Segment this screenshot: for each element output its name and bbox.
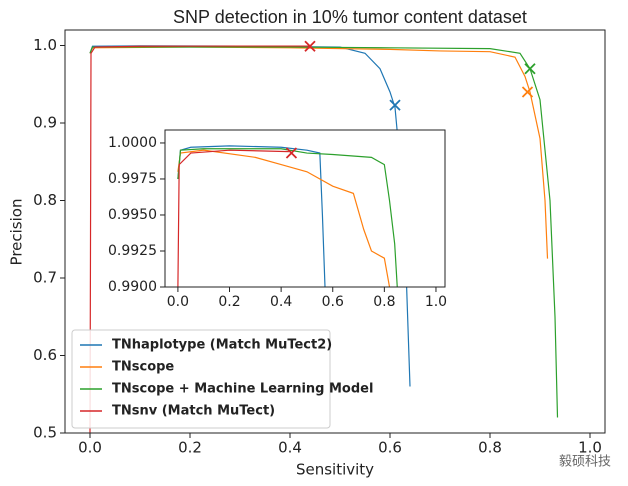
y-tick-label: 0.9950 — [108, 207, 157, 223]
series-line — [177, 148, 398, 287]
series-line — [177, 149, 391, 287]
x-tick-label: 1.0 — [578, 439, 602, 457]
x-tick-label: 0.4 — [270, 294, 292, 310]
y-tick-label: 1.0000 — [108, 135, 157, 151]
legend-box — [71, 329, 331, 429]
x-tick-label: 0.2 — [218, 294, 240, 310]
point-marker — [521, 86, 534, 98]
legend-label: TNscope + Machine Learning Model — [112, 382, 373, 397]
point-marker — [389, 99, 401, 111]
chart-title: SNP detection in 10% tumor content datas… — [173, 7, 527, 27]
x-tick-label: 0.6 — [378, 439, 402, 457]
y-tick-label: 0.6 — [33, 346, 57, 364]
y-tick-label: 0.7 — [33, 269, 57, 287]
x-axis-label: Sensitivity — [296, 461, 374, 479]
legend-label: TNhaplotype (Match MuTect2) — [112, 338, 332, 353]
point-marker — [304, 40, 316, 52]
x-tick-label: 0.2 — [178, 439, 202, 457]
legend-label: TNsnv (Match MuTect) — [112, 404, 275, 419]
series-line — [89, 46, 559, 418]
x-tick-label: 0.6 — [322, 294, 344, 310]
plot-area — [165, 130, 445, 287]
series-line — [177, 149, 289, 287]
series-line — [177, 145, 326, 287]
y-tick-label: 0.9975 — [108, 171, 157, 187]
x-tick-label: 0.0 — [78, 439, 102, 457]
legend-label: TNscope — [112, 360, 174, 375]
series-group — [177, 145, 398, 287]
y-tick-label: 0.9925 — [108, 243, 157, 259]
y-tick-label: 0.9 — [33, 114, 57, 132]
x-tick-label: 0.4 — [278, 439, 302, 457]
point-marker — [285, 147, 298, 159]
y-axis-label: Precision — [8, 199, 26, 266]
x-tick-label: 1.0 — [425, 294, 447, 310]
plot-frame — [64, 29, 606, 434]
plot-frame — [164, 129, 446, 288]
y-tick-label: 0.5 — [33, 424, 57, 442]
x-tick-label: 0.8 — [478, 439, 502, 457]
y-tick-label: 0.8 — [33, 191, 57, 209]
x-tick-label: 0.8 — [373, 294, 395, 310]
x-tick-label: 0.0 — [167, 294, 189, 310]
y-tick-label: 0.9900 — [108, 279, 157, 295]
y-tick-label: 1.0 — [33, 36, 57, 54]
series-line — [89, 45, 310, 433]
point-marker — [524, 63, 536, 75]
watermark: 毅硕科技 — [559, 454, 611, 470]
